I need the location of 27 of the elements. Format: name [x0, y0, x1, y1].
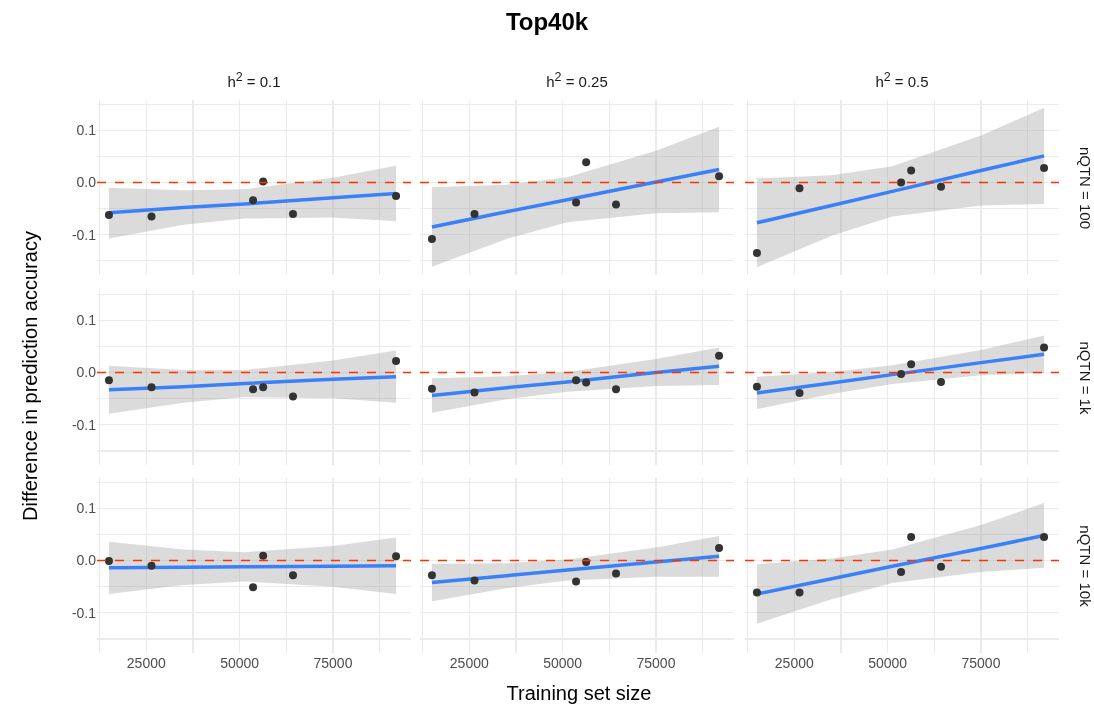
x-tick-label: 75000 [961, 655, 1001, 671]
x-tick-label: 25000 [449, 655, 489, 671]
chart-subtitle: h$^{2}$ = 0.1 [227, 70, 281, 90]
y-axis-title: Difference in prediction accuracy [18, 231, 42, 521]
y2-axis-title: nQTN = 100 [1076, 146, 1094, 229]
y-tick-label: -0.1 [71, 604, 97, 621]
y-tick-label: -0.1 [71, 416, 97, 433]
x-tick-label: 50000 [868, 655, 908, 671]
y-tick-label: 0.0 [76, 552, 97, 569]
x-tick-label: 75000 [636, 655, 676, 671]
chart-subtitle: h$^{2}$ = 0.5 [875, 70, 929, 90]
y-tick-label: 0.1 [76, 500, 97, 517]
x-tick-label: 75000 [313, 655, 353, 671]
y2-axis-title: nQTN = 10k [1076, 524, 1094, 607]
x-tick-label: 50000 [220, 655, 260, 671]
x-tick-label: 50000 [543, 655, 583, 671]
x-axis-title: Training set size [506, 682, 652, 705]
y-tick-label: 0.0 [76, 174, 97, 191]
x-tick-label: 25000 [126, 655, 166, 671]
y-tick-label: 0.0 [76, 364, 97, 381]
y-tick-label: -0.1 [71, 226, 97, 243]
x-tick-label: 25000 [774, 655, 814, 671]
chart-subtitle: h$^{2}$ = 0.25 [546, 70, 608, 90]
chart-title: Top40k [505, 8, 589, 36]
y-tick-label: 0.1 [76, 122, 97, 139]
y2-axis-title: nQTN = 1k [1076, 341, 1094, 414]
y-tick-label: 0.1 [76, 312, 97, 329]
